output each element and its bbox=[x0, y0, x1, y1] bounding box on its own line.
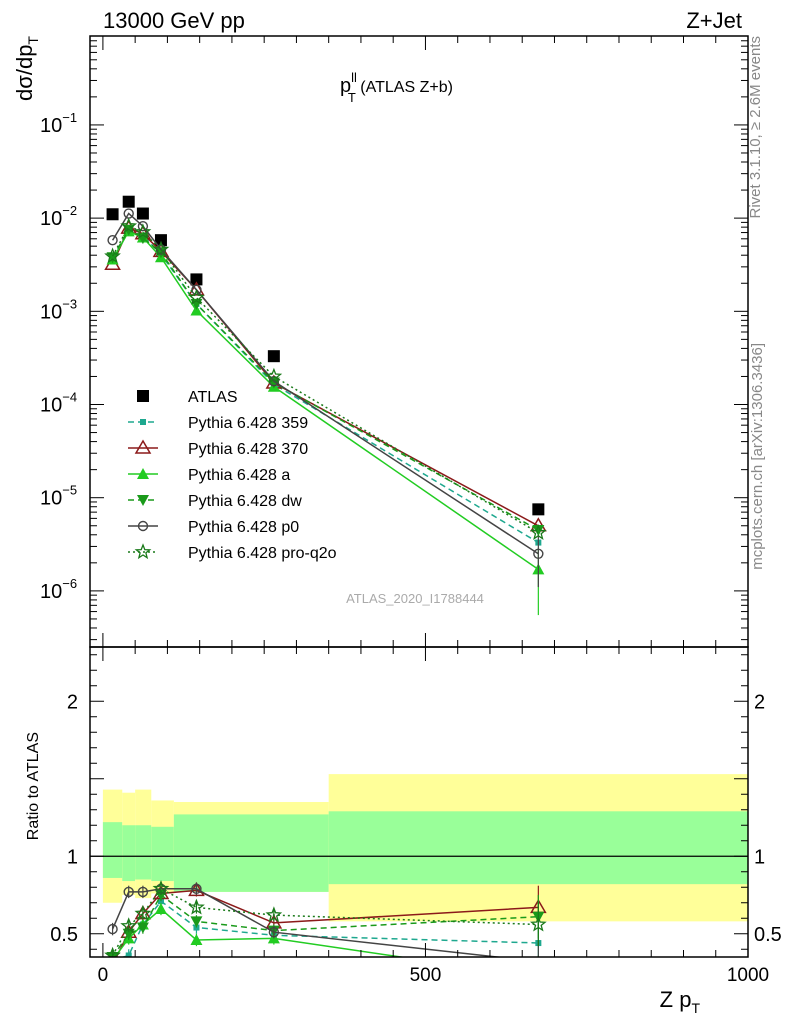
ratio-point-pq2o bbox=[152, 879, 170, 896]
plot-title: pll T (ATLAS Z+b) bbox=[340, 70, 453, 105]
ratio-point-pq2o bbox=[134, 904, 152, 921]
main-line-p370 bbox=[111, 227, 539, 527]
main-point-pq2o bbox=[120, 217, 138, 234]
legend-marker-pq2o bbox=[134, 543, 152, 560]
main-point-pq2o bbox=[152, 240, 170, 257]
ratio-point-pq2o bbox=[188, 898, 205, 915]
main-line-pa bbox=[111, 230, 539, 571]
main-point-pq2o bbox=[265, 367, 283, 384]
header-left: 13000 GeV pp bbox=[103, 8, 245, 33]
ratio-point-pa bbox=[154, 902, 167, 914]
main-line-p359 bbox=[111, 229, 539, 544]
legend-label-pa: Pythia 6.428 a bbox=[188, 467, 290, 484]
band-inner bbox=[173, 814, 329, 892]
legend-label-p359: Pythia 6.428 359 bbox=[188, 415, 308, 432]
legend-marker-p370 bbox=[134, 439, 152, 454]
main-line-pdw bbox=[111, 228, 539, 531]
legend-marker-p359 bbox=[140, 419, 146, 425]
ratio-point-pq2o bbox=[530, 915, 547, 932]
main-point-pq2o bbox=[529, 523, 547, 540]
main-point-atlas bbox=[532, 503, 545, 516]
main-point-atlas bbox=[190, 273, 203, 286]
rivet-label: Rivet 3.1.10, ≥ 2.6M events bbox=[747, 36, 764, 219]
main-point-atlas bbox=[267, 350, 280, 363]
main-point-atlas bbox=[106, 208, 119, 221]
legend-marker-pdw bbox=[137, 495, 149, 506]
mcplots-label: mcplots.cern.ch [arXiv:1306.3436] bbox=[749, 343, 766, 570]
y-tick-label-ratio: 1 bbox=[67, 846, 78, 868]
ratio-point-pp0 bbox=[268, 927, 280, 938]
legend: ATLAS Pythia 6.428 359 Pythia 6.428 370 Pyt… bbox=[128, 389, 337, 562]
main-point-pp0 bbox=[191, 284, 202, 296]
ratio-point-pq2o bbox=[265, 906, 283, 923]
ratio-point-p359 bbox=[110, 957, 116, 963]
legend-marker-pp0 bbox=[137, 520, 149, 532]
main-point-pdw bbox=[106, 252, 119, 264]
band-inner bbox=[135, 825, 152, 880]
y-tick-label-main: 10−3 bbox=[40, 296, 77, 323]
y-axis-label-ratio: Ratio to ATLAS bbox=[25, 732, 42, 840]
frames: 0 500 1000 10−1 10−2 10−3 10−4 10−5 10−6 0.5 0.5 1 1… bbox=[40, 35, 782, 986]
x-axis-label: Z pT bbox=[660, 987, 701, 1016]
y-tick-label-ratio-right: 0.5 bbox=[754, 924, 782, 946]
main-point-pdw bbox=[532, 525, 545, 537]
header-right: Z+Jet bbox=[686, 8, 742, 33]
main-point-pp0 bbox=[533, 548, 544, 560]
band-inner bbox=[122, 825, 136, 882]
y-tick-label-ratio-right: 2 bbox=[754, 691, 765, 713]
ratio-point-pdw bbox=[190, 916, 203, 928]
legend-label-pq2o: Pythia 6.428 pro-q2o bbox=[188, 545, 337, 562]
y-axis-label-main: dσ/dpT bbox=[12, 36, 41, 101]
main-plot bbox=[104, 195, 547, 616]
main-point-pq2o bbox=[134, 223, 152, 240]
band-inner bbox=[328, 811, 748, 885]
y-tick-label-main: 10−2 bbox=[40, 203, 77, 230]
y-tick-label-ratio: 2 bbox=[67, 691, 78, 713]
ratio-point-pa bbox=[532, 971, 544, 982]
main-point-atlas bbox=[136, 207, 149, 220]
band-inner bbox=[102, 822, 123, 878]
ratio-point-pq2o bbox=[104, 946, 121, 957]
ratio-point-pp0 bbox=[123, 886, 134, 898]
y-tick-label-main: 10−6 bbox=[40, 576, 77, 603]
main-point-atlas bbox=[154, 234, 167, 247]
y-tick-label-main: 10−5 bbox=[40, 483, 77, 510]
main-point-atlas bbox=[122, 195, 135, 208]
ratio-frame bbox=[89, 646, 749, 958]
y-tick-label-main: 10−4 bbox=[40, 390, 77, 417]
ratio-point-p359 bbox=[125, 952, 132, 957]
y-tick-label-ratio-right: 1 bbox=[754, 846, 765, 868]
ratio-point-pp0 bbox=[107, 923, 118, 935]
x-tick-label: 0 bbox=[98, 965, 109, 986]
ratio-lines bbox=[90, 855, 748, 982]
y-tick-label-main: 10−1 bbox=[40, 110, 77, 137]
ratio-bands bbox=[102, 774, 748, 922]
main-point-pdw bbox=[190, 298, 203, 310]
main-point-pq2o bbox=[104, 247, 121, 264]
main-point-pp0 bbox=[137, 220, 149, 232]
ratio-point-pp0 bbox=[536, 956, 541, 957]
ratio-point-pa bbox=[190, 933, 203, 945]
ratio-point-pdw bbox=[136, 922, 149, 934]
ratio-point-pq2o bbox=[120, 917, 138, 934]
legend-label-pdw: Pythia 6.428 dw bbox=[188, 493, 302, 510]
main-line-pp0 bbox=[111, 212, 539, 555]
ratio-point-pp0 bbox=[191, 883, 202, 894]
legend-marker-atlas bbox=[137, 390, 149, 402]
ratio-point-pp0 bbox=[137, 886, 149, 898]
legend-label-pp0: Pythia 6.428 p0 bbox=[188, 519, 299, 536]
main-point-pq2o bbox=[188, 288, 205, 305]
legend-label-p370: Pythia 6.428 370 bbox=[188, 441, 308, 458]
main-line-pq2o bbox=[111, 225, 539, 534]
legend-marker-pa bbox=[137, 468, 149, 479]
y-tick-label-ratio: 0.5 bbox=[50, 924, 78, 946]
analysis-watermark: ATLAS_2020_I1788444 bbox=[346, 591, 484, 606]
main-point-pp0 bbox=[107, 234, 118, 246]
band-inner bbox=[151, 826, 174, 882]
x-tick-label: 500 bbox=[410, 965, 442, 986]
legend-label-atlas: ATLAS bbox=[188, 389, 238, 406]
x-tick-label: 1000 bbox=[727, 965, 769, 986]
main-point-pa bbox=[190, 304, 203, 316]
